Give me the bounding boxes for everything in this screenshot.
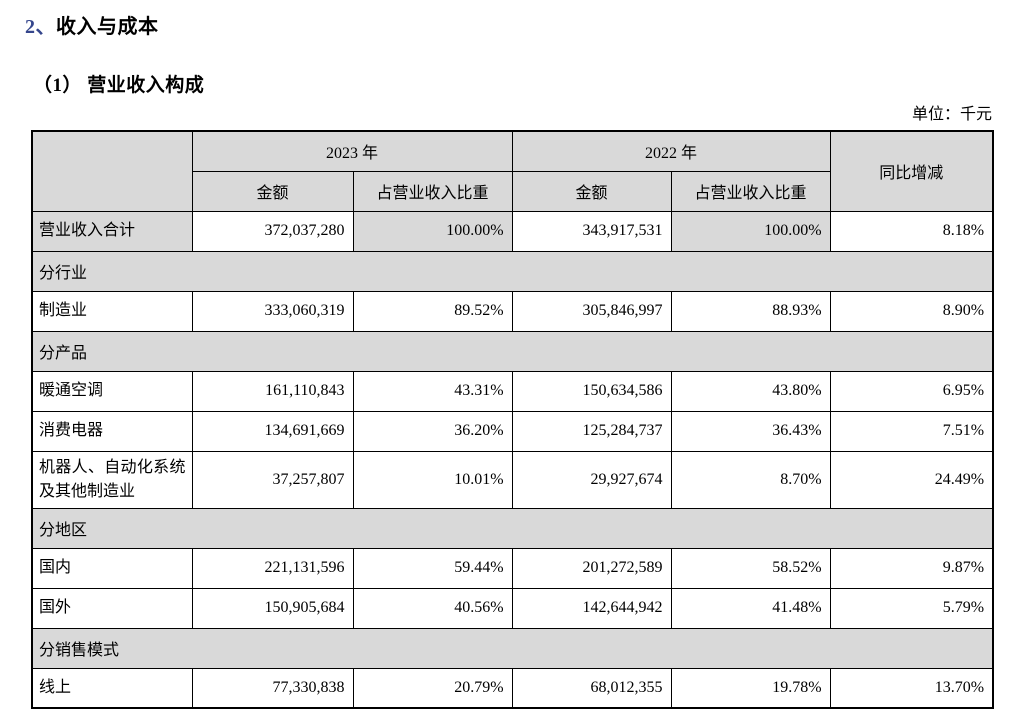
share-2022: 43.80% (670, 370, 831, 412)
share-2022: 100.00% (670, 210, 831, 252)
header-yoy: 同比增减 (829, 130, 994, 212)
amount-2022: 201,272,589 (511, 547, 672, 589)
share-2023: 20.79% (352, 667, 513, 709)
yoy-change: 8.18% (829, 210, 994, 252)
yoy-change: 8.90% (829, 290, 994, 332)
section-label: 分销售模式 (31, 627, 994, 669)
row-label: 国内 (31, 547, 193, 589)
header-blank-cell (31, 130, 193, 212)
share-2023: 89.52% (352, 290, 513, 332)
row-label: 消费电器 (31, 410, 193, 452)
amount-2022: 125,284,737 (511, 410, 672, 452)
section-row: 分产品 (31, 330, 994, 372)
amount-2022: 68,012,355 (511, 667, 672, 709)
table-body: 营业收入合计 372,037,280 100.00% 343,917,531 100.0… (31, 210, 994, 709)
share-2022: 88.93% (670, 290, 831, 332)
amount-2023: 150,905,684 (191, 587, 354, 629)
section-label: 分地区 (31, 507, 994, 549)
amount-2022: 343,917,531 (511, 210, 672, 252)
row-label: 国外 (31, 587, 193, 629)
yoy-change: 6.95% (829, 370, 994, 412)
section-row: 分地区 (31, 507, 994, 549)
yoy-change: 9.87% (829, 547, 994, 589)
section-title: 2、收入与成本 (25, 10, 159, 39)
share-2023: 36.20% (352, 410, 513, 452)
amount-2023: 372,037,280 (191, 210, 354, 252)
amount-2022: 142,644,942 (511, 587, 672, 629)
row-label: 营业收入合计 (31, 210, 193, 252)
section-row: 分行业 (31, 250, 994, 292)
row-label: 暖通空调 (31, 370, 193, 412)
table-row: 线上 77,330,838 20.79% 68,012,355 19.78% 13.70% (31, 667, 994, 709)
amount-2022: 29,927,674 (511, 450, 672, 509)
row-label: 线上 (31, 667, 193, 709)
section-number: 2、 (25, 16, 56, 38)
table-row: 消费电器 134,691,669 36.20% 125,284,737 36.43% 7.… (31, 410, 994, 452)
table-row: 制造业 333,060,319 89.52% 305,846,997 88.93% 8.9… (31, 290, 994, 332)
amount-2022: 305,846,997 (511, 290, 672, 332)
header-amount-2023: 金额 (191, 170, 354, 212)
share-2023: 40.56% (352, 587, 513, 629)
table-row: 国外 150,905,684 40.56% 142,644,942 41.48% 5.79… (31, 587, 994, 629)
share-2023: 100.00% (352, 210, 513, 252)
yoy-change: 5.79% (829, 587, 994, 629)
table-row: 机器人、自动化系统及其他制造业 37,257,807 10.01% 29,927,67… (31, 450, 994, 509)
section-row: 分销售模式 (31, 627, 994, 669)
table-row: 国内 221,131,596 59.44% 201,272,589 58.52% 9.87… (31, 547, 994, 589)
unit-note: 单位：千元 (911, 106, 992, 123)
yoy-change: 24.49% (829, 450, 994, 509)
header-2023: 2023 年 (191, 130, 513, 172)
share-2023: 59.44% (352, 547, 513, 589)
subsection-title: （1） 营业收入构成 (33, 75, 205, 96)
header-amount-2022: 金额 (511, 170, 672, 212)
share-2023: 10.01% (352, 450, 513, 509)
header-share-2022: 占营业收入比重 (670, 170, 831, 212)
table-row: 暖通空调 161,110,843 43.31% 150,634,586 43.80% 6.… (31, 370, 994, 412)
share-2022: 36.43% (670, 410, 831, 452)
amount-2022: 150,634,586 (511, 370, 672, 412)
amount-2023: 37,257,807 (191, 450, 354, 509)
table-row: 营业收入合计 372,037,280 100.00% 343,917,531 100.0… (31, 210, 994, 252)
row-label: 机器人、自动化系统及其他制造业 (31, 450, 193, 509)
revenue-composition-table: 2023 年 2022 年 同比增减 金额 占营业收入比重 金额 占营业收入比重… (31, 130, 995, 709)
section-label: 分产品 (31, 330, 994, 372)
share-2023: 43.31% (352, 370, 513, 412)
share-2022: 19.78% (670, 667, 831, 709)
yoy-change: 13.70% (829, 667, 994, 709)
section-label: 分行业 (31, 250, 994, 292)
amount-2023: 161,110,843 (191, 370, 354, 412)
share-2022: 8.70% (670, 450, 831, 509)
amount-2023: 134,691,669 (191, 410, 354, 452)
amount-2023: 333,060,319 (191, 290, 354, 332)
yoy-change: 7.51% (829, 410, 994, 452)
share-2022: 41.48% (670, 587, 831, 629)
amount-2023: 77,330,838 (191, 667, 354, 709)
row-label: 制造业 (31, 290, 193, 332)
header-row-years: 2023 年 2022 年 同比增减 (31, 130, 994, 212)
share-2022: 58.52% (670, 547, 831, 589)
section-name: 收入与成本 (56, 16, 159, 38)
header-row-subcolumns: 金额 占营业收入比重 金额 占营业收入比重 (32, 170, 993, 212)
header-share-2023: 占营业收入比重 (352, 170, 513, 212)
header-2022: 2022 年 (511, 130, 831, 172)
amount-2023: 221,131,596 (191, 547, 354, 589)
